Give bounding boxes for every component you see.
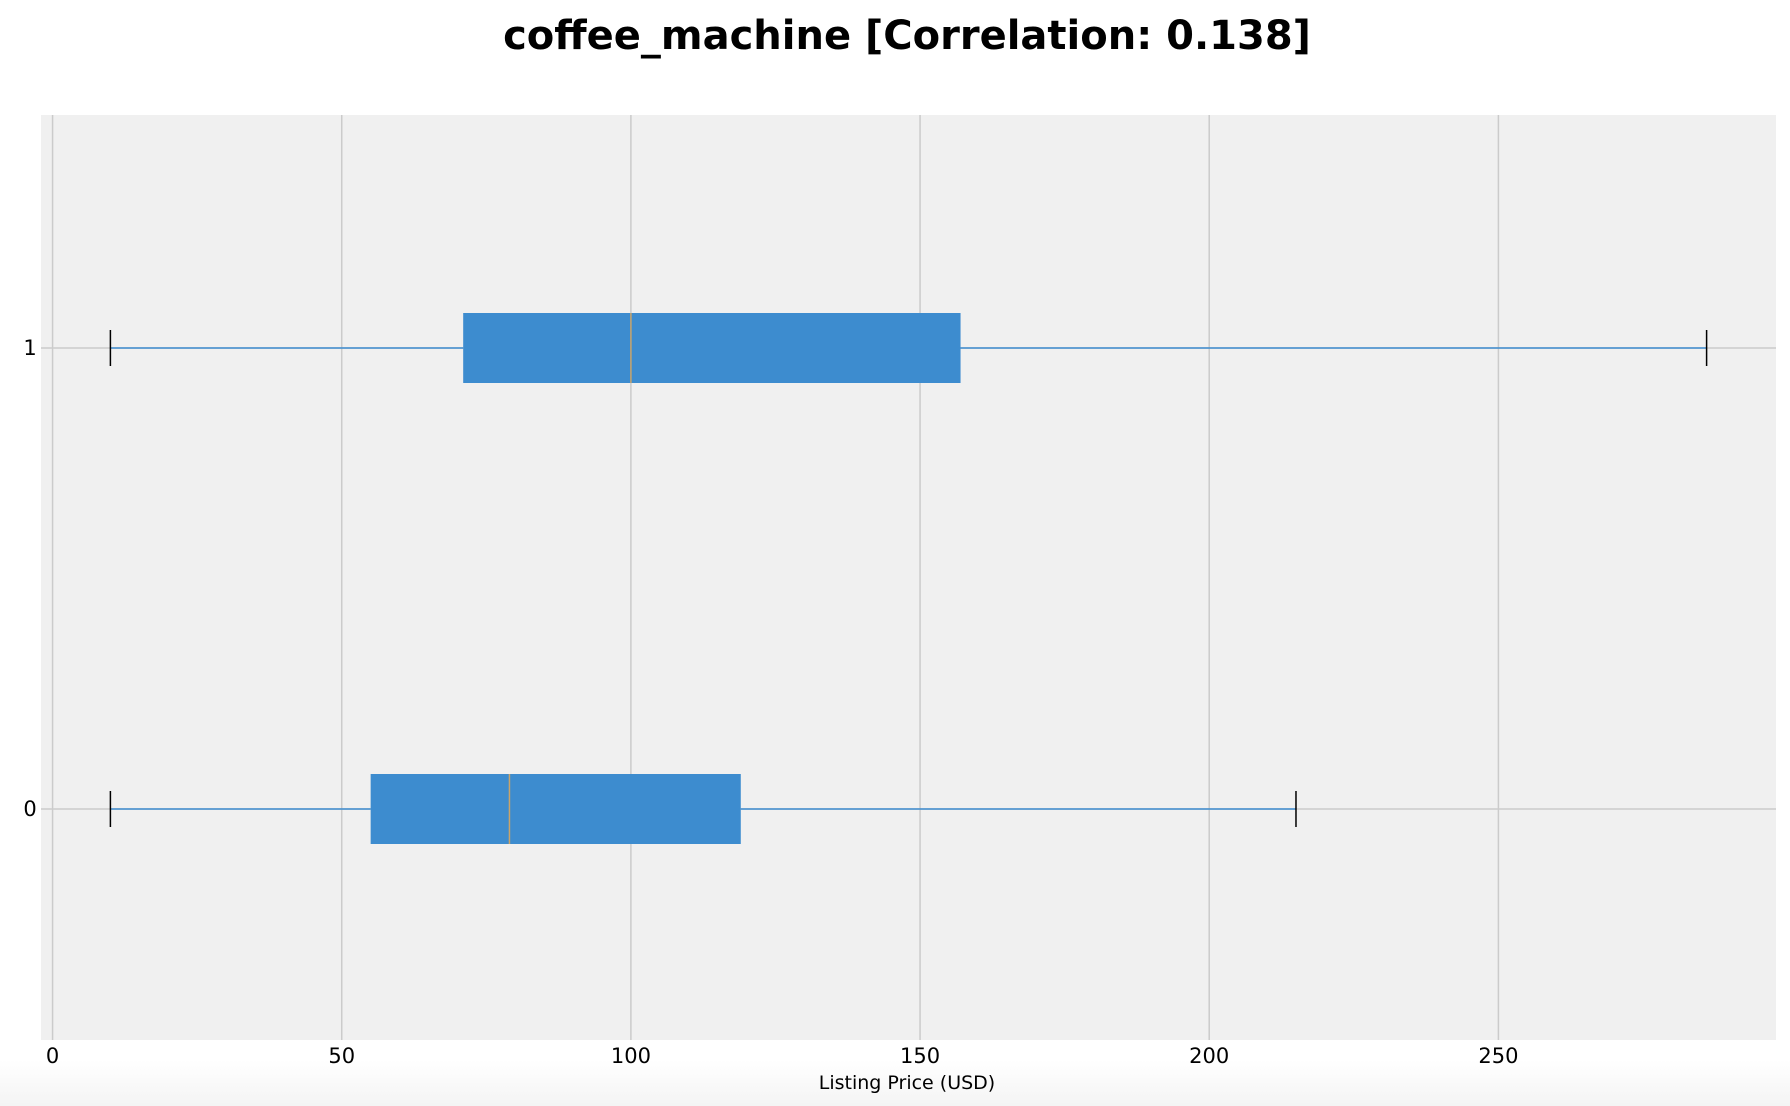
y-tick-label: 0 — [23, 797, 36, 821]
box-layer — [109, 313, 1708, 844]
x-tick-label: 200 — [1189, 1044, 1229, 1068]
x-tick-label: 250 — [1478, 1044, 1518, 1068]
x-tick-label: 50 — [328, 1044, 355, 1068]
tick-layer: 0 50 100 150 200 250 1 0 — [23, 336, 1518, 1068]
chart-title: coffee_machine [Correlation: 0.138] — [503, 13, 1311, 59]
x-tick-label: 100 — [611, 1044, 651, 1068]
plot-area — [41, 115, 1776, 1040]
box-iqr — [463, 313, 961, 383]
y-tick-label: 1 — [23, 336, 36, 360]
x-axis-label: Listing Price (USD) — [819, 1072, 995, 1094]
x-tick-label: 150 — [900, 1044, 940, 1068]
x-tick-label: 0 — [46, 1044, 59, 1068]
box-iqr — [370, 774, 741, 844]
